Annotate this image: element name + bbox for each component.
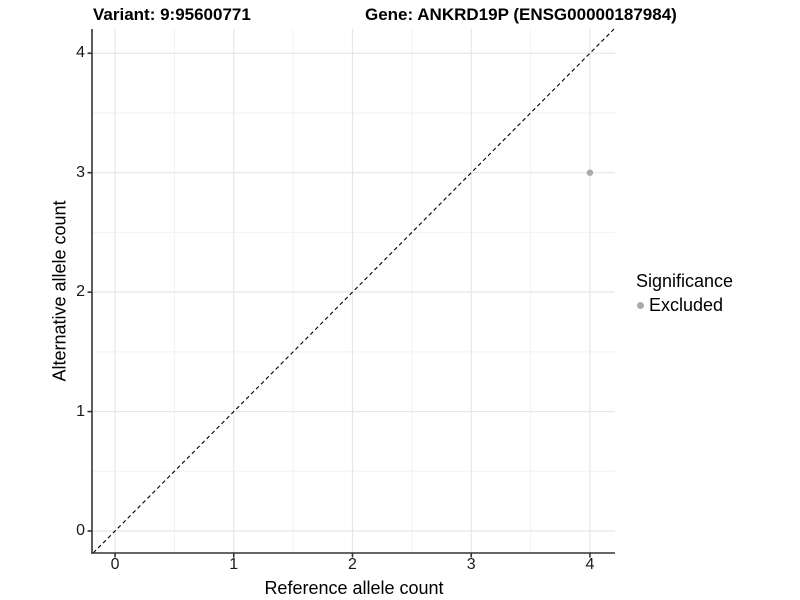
- excluded-point-icon: [637, 302, 644, 309]
- identity-line: [92, 28, 615, 554]
- x-tick-label: 0: [110, 556, 120, 573]
- x-tick-label: 3: [466, 556, 476, 573]
- y-tick-label: 2: [76, 283, 85, 301]
- x-axis-title: Reference allele count: [264, 578, 444, 598]
- legend-item-label: Excluded: [649, 295, 724, 315]
- x-tick-label: 4: [585, 556, 595, 573]
- y-axis-title: Alternative allele count: [49, 200, 70, 382]
- legend-item-excluded: Excluded: [637, 295, 733, 316]
- y-tick-label: 4: [76, 44, 85, 62]
- legend-title: Significance: [636, 271, 734, 291]
- data-point: [586, 169, 594, 176]
- y-tick-label: 0: [76, 522, 85, 540]
- y-tick-label: 3: [76, 163, 85, 181]
- legend: Significance Excluded: [636, 270, 733, 316]
- x-tick-label: 2: [348, 556, 357, 573]
- gene-title: Gene: ANKRD19P (ENSG00000187984): [365, 5, 677, 24]
- variant-title: Variant: 9:95600771: [93, 5, 251, 24]
- x-tick-label: 1: [229, 556, 239, 573]
- y-tick-label: 1: [76, 402, 85, 420]
